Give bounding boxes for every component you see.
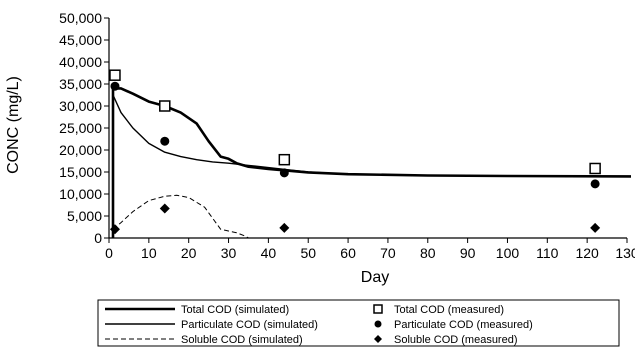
x-tick-label: 20 [181, 245, 197, 261]
total-cod-measured-point [589, 162, 601, 175]
y-tick-label: 30,000 [59, 98, 102, 114]
legend-label-soluble-cod-simulated: Soluble COD (simulated) [181, 334, 303, 346]
soluble-cod-measured-point [109, 224, 120, 235]
particulate-cod-measured-point [110, 81, 120, 91]
particulate-cod-simulated-line [112, 94, 632, 178]
y-tick-label: 50,000 [59, 10, 102, 26]
axes: 0 5,000 10,000 15,000 20,000 25,000 30,000 35,0… [59, 10, 635, 261]
x-axis-title: Day [361, 269, 389, 286]
x-tick-label: 70 [380, 245, 396, 261]
soluble-cod-measured-point [279, 222, 290, 233]
soluble-cod-measured-point [590, 222, 601, 233]
total-cod-measured-point [109, 69, 121, 81]
legend: Total COD (simulated) Particulate COD (si… [97, 299, 620, 347]
y-tick-label: 45,000 [59, 32, 102, 48]
x-tick-label: 110 [536, 245, 559, 261]
x-tick-label: 50 [300, 245, 316, 261]
x-tick-label: 80 [420, 245, 436, 261]
y-tick-label: 15,000 [59, 164, 102, 180]
y-axis-title: CONC (mg/L) [5, 76, 22, 174]
legend-label-soluble-cod-measured: Soluble COD (measured) [394, 334, 518, 346]
x-tick-label: 0 [105, 245, 113, 261]
x-tick-label: 30 [221, 245, 237, 261]
y-tick-label: 10,000 [59, 186, 102, 202]
x-tick-label: 120 [575, 245, 599, 261]
legend-label-particulate-cod-measured: Particulate COD (measured) [394, 319, 533, 331]
y-tick-label: 5,000 [67, 208, 102, 224]
total-cod-simulated-line [111, 87, 632, 238]
y-tick-label: 0 [94, 230, 102, 246]
particulate-cod-measured-point [160, 136, 170, 146]
x-tick-label: 60 [340, 245, 356, 261]
soluble-cod-measured-point [159, 203, 170, 214]
x-tick-label: 40 [261, 245, 277, 261]
legend-box [97, 299, 620, 347]
legend-label-total-cod-simulated: Total COD (simulated) [181, 304, 289, 316]
legend-marker-particulate-cod-measured [374, 320, 382, 328]
y-tick-label: 25,000 [59, 120, 102, 136]
legend-marker-soluble-cod-measured [374, 335, 382, 343]
x-tick-label: 130 [615, 245, 635, 261]
particulate-cod-measured-point [279, 168, 289, 178]
x-tick-label: 90 [460, 245, 476, 261]
total-cod-measured-point [278, 153, 291, 166]
x-tick-label: 10 [141, 245, 157, 261]
x-tick-label: 100 [496, 245, 520, 261]
y-tick-label: 40,000 [59, 54, 102, 70]
soluble-cod-simulated-line [112, 194, 249, 239]
y-tick-label: 35,000 [59, 76, 102, 92]
total-cod-measured-point [159, 100, 171, 112]
legend-label-total-cod-measured: Total COD (measured) [394, 304, 504, 316]
legend-label-particulate-cod-simulated: Particulate COD (simulated) [181, 319, 318, 331]
particulate-cod-measured-point [590, 179, 600, 189]
legend-marker-total-cod-measured [373, 304, 383, 314]
plot-marks [109, 69, 632, 239]
y-tick-label: 20,000 [59, 142, 102, 158]
